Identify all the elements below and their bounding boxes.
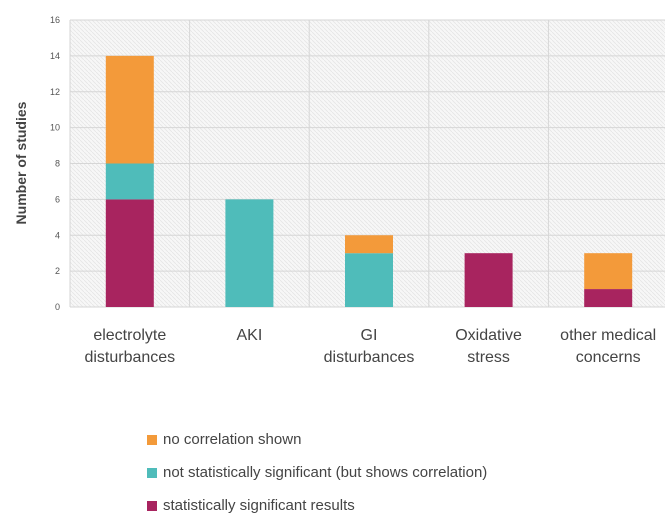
legend-swatch [147,434,157,445]
bar-segment-series-0-cat-0 [105,199,154,307]
legend-label: statistically significant results [163,497,355,514]
legend-label: no correlation shown [163,431,302,448]
legend-label: not statistically significant (but shows… [163,464,488,481]
x-category-label-line: disturbances [84,349,175,366]
bar-segment-series-2-cat-4 [584,253,633,290]
bar-segment-series-0-cat-3 [464,253,513,307]
x-category-label: other medical concerns [560,327,656,366]
bar-segment-series-1-cat-0 [105,163,154,200]
y-axis-label: Number of studies [13,101,29,224]
y-tick-label: 4 [55,230,60,240]
x-category-label: AKI [237,327,263,344]
x-category-label-line: AKI [237,327,263,344]
legend-item: no correlation shown [147,423,487,456]
legend: no correlation shown not statistically si… [147,423,487,522]
x-category-label-line: disturbances [324,349,415,366]
bar-segment-series-2-cat-2 [345,235,393,254]
x-category-label: electrolyte disturbances [84,327,175,366]
y-tick-label: 14 [50,51,60,61]
x-category-label-line: other medical [560,327,656,344]
stacked-bar-chart: 0 2 4 6 8 10 12 14 16 electrolyte disturbances AKI… [13,15,665,366]
x-category-label: Oxidative stress [455,327,522,366]
x-category-label-line: concerns [576,349,641,366]
x-category-label-line: GI [361,327,378,344]
legend-item: statistically significant results [147,489,487,522]
y-tick-label: 16 [50,15,60,25]
legend-swatch [147,467,157,478]
x-category-label: GI disturbances [324,327,415,366]
y-tick-label: 12 [50,87,60,97]
bar-segment-series-1-cat-2 [345,253,393,307]
x-category-label-line: stress [467,349,510,366]
y-tick-label: 8 [55,159,60,169]
bar-segment-series-1-cat-1 [225,199,274,307]
legend-swatch [147,500,157,511]
y-tick-label: 6 [55,194,60,204]
x-category-label-line: electrolyte [93,327,166,344]
bar-segment-series-0-cat-4 [584,289,633,307]
y-tick-label: 10 [50,123,60,133]
y-tick-label: 2 [55,266,60,276]
legend-item: not statistically significant (but shows… [147,456,487,489]
y-tick-label: 0 [55,302,60,312]
x-category-label-line: Oxidative [455,327,522,344]
bar-segment-series-2-cat-0 [105,55,154,164]
